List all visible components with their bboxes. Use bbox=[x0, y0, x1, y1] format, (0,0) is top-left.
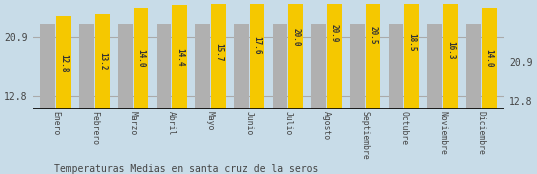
Text: Temperaturas Medias en santa cruz de la seros: Temperaturas Medias en santa cruz de la … bbox=[54, 164, 318, 174]
Bar bbox=[118, 24, 133, 109]
Text: 20.0: 20.0 bbox=[291, 27, 300, 46]
Bar bbox=[172, 5, 187, 109]
Bar bbox=[404, 0, 419, 109]
Bar bbox=[389, 24, 403, 109]
Bar bbox=[56, 17, 71, 109]
Bar bbox=[211, 0, 226, 109]
Bar bbox=[40, 24, 55, 109]
Bar bbox=[250, 0, 264, 109]
Bar bbox=[366, 0, 381, 109]
Bar bbox=[427, 24, 442, 109]
Text: 15.7: 15.7 bbox=[214, 43, 223, 62]
Text: 14.0: 14.0 bbox=[136, 49, 146, 68]
Text: 13.2: 13.2 bbox=[98, 52, 107, 71]
Text: 17.6: 17.6 bbox=[252, 36, 262, 55]
Text: 18.5: 18.5 bbox=[408, 33, 416, 52]
Bar bbox=[482, 8, 497, 109]
Bar bbox=[443, 0, 458, 109]
Bar bbox=[134, 8, 148, 109]
Bar bbox=[311, 24, 326, 109]
Bar bbox=[156, 24, 171, 109]
Bar bbox=[273, 24, 287, 109]
Bar bbox=[466, 24, 481, 109]
Text: 20.9: 20.9 bbox=[330, 24, 339, 43]
Bar bbox=[327, 0, 342, 109]
Text: 12.8: 12.8 bbox=[59, 54, 68, 72]
Text: 14.4: 14.4 bbox=[175, 48, 184, 66]
Bar bbox=[288, 0, 303, 109]
Bar bbox=[95, 14, 110, 109]
Text: 20.5: 20.5 bbox=[368, 26, 378, 44]
Text: 16.3: 16.3 bbox=[446, 41, 455, 60]
Bar bbox=[195, 24, 210, 109]
Bar bbox=[234, 24, 249, 109]
Bar bbox=[350, 24, 365, 109]
Text: 14.0: 14.0 bbox=[485, 49, 494, 68]
Bar bbox=[79, 24, 94, 109]
